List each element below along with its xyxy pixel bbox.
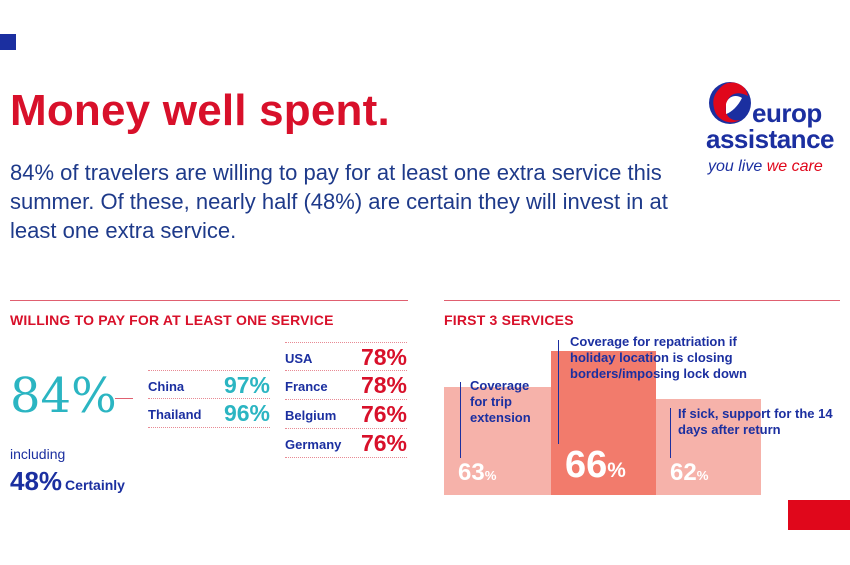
service-value: 62% xyxy=(670,459,709,486)
tagline-we-care: we care xyxy=(766,158,823,175)
country-row: France 78% xyxy=(285,371,407,400)
willing-section-title: WILLING TO PAY FOR AT LEAST ONE SERVICE xyxy=(10,312,334,328)
country-row: USA 78% xyxy=(285,342,407,371)
label-pointer-line xyxy=(558,340,559,444)
overall-connector-line xyxy=(115,398,133,399)
logo-word-europ: europ xyxy=(752,98,822,128)
label-pointer-line xyxy=(670,408,671,458)
service-bar-trip-extension: 63% xyxy=(444,387,551,495)
logo-swirl-icon xyxy=(709,82,751,124)
including-label: including xyxy=(10,446,66,462)
country-row: Germany 76% xyxy=(285,429,407,458)
intro-text: 84% of travelers are willing to pay for … xyxy=(10,160,668,243)
country-name: Thailand xyxy=(148,407,202,422)
headline: Money well spent. xyxy=(10,86,390,135)
europ-assistance-logo: europ assistance you live we care xyxy=(704,70,844,185)
overall-percentage: 84% xyxy=(10,368,117,424)
service-bar-sick-support: 62% xyxy=(656,399,761,495)
certainly-label: Certainly xyxy=(65,477,125,493)
service-value: 66% xyxy=(565,444,626,486)
tagline-you-live: you live xyxy=(708,158,767,175)
service-bar-repatriation: 66% xyxy=(551,351,656,495)
service-label-trip-extension: Coverage for trip extension xyxy=(470,378,531,425)
logo-word-assistance: assistance xyxy=(706,124,834,154)
country-row: China 97% xyxy=(148,370,270,399)
country-name: France xyxy=(285,379,328,394)
country-value: 76% xyxy=(360,401,407,427)
section-divider-right xyxy=(444,300,840,301)
corner-square-decoration xyxy=(0,34,16,50)
country-row: Thailand 96% xyxy=(148,399,270,428)
services-section-title: FIRST 3 SERVICES xyxy=(444,312,574,328)
country-value: 97% xyxy=(223,372,270,398)
logo-tagline: you live we care xyxy=(708,158,823,176)
services-chart: 63% 66% 62% Coverage for trip extension … xyxy=(444,330,833,495)
country-value: 78% xyxy=(360,344,407,370)
country-row: Belgium 76% xyxy=(285,400,407,429)
service-value: 63% xyxy=(458,459,497,486)
certainly-stat: 48% Certainly xyxy=(10,466,125,497)
section-divider-left xyxy=(10,300,408,301)
country-name: USA xyxy=(285,351,313,366)
corner-red-decoration xyxy=(788,500,850,530)
country-value: 96% xyxy=(223,400,270,426)
west-country-table: USA 78% France 78% Belgium 76% Germany 7… xyxy=(285,342,407,458)
label-pointer-line xyxy=(460,382,461,458)
country-name: Belgium xyxy=(285,408,337,423)
service-label-repatriation: Coverage for repatriation if holiday loc… xyxy=(570,334,747,381)
certainly-value: 48% xyxy=(10,466,63,496)
country-value: 76% xyxy=(360,430,407,456)
country-value: 78% xyxy=(360,372,407,398)
service-label-sick-support: If sick, support for the 14 days after r… xyxy=(678,406,833,437)
country-name: Germany xyxy=(285,437,342,452)
asia-country-table: China 97% Thailand 96% xyxy=(148,370,270,428)
country-name: China xyxy=(148,379,185,394)
